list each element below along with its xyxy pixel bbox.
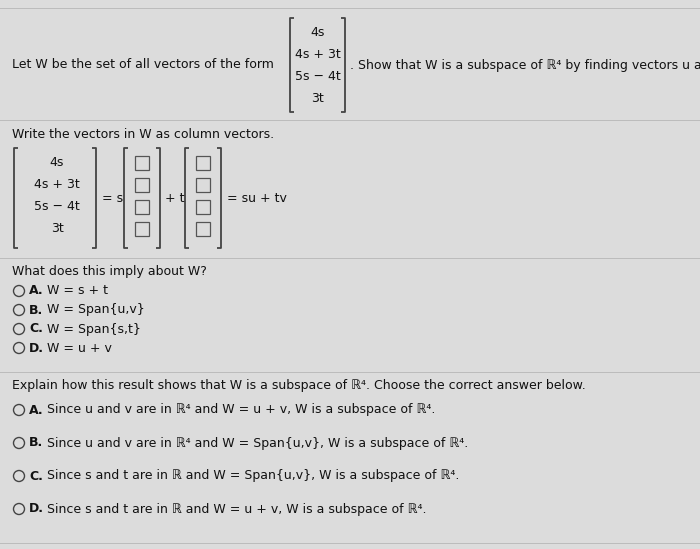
Text: 3t: 3t bbox=[50, 222, 64, 236]
Text: D.: D. bbox=[29, 341, 44, 355]
Text: Let W be the set of all vectors of the form: Let W be the set of all vectors of the f… bbox=[12, 59, 274, 71]
Text: . Show that W is a subspace of ℝ⁴ by finding vectors u and v such that W = Span{: . Show that W is a subspace of ℝ⁴ by fin… bbox=[350, 59, 700, 71]
Bar bbox=[196, 200, 210, 214]
Text: 4s: 4s bbox=[310, 25, 325, 38]
Text: + t: + t bbox=[165, 192, 185, 204]
Text: What does this imply about W?: What does this imply about W? bbox=[12, 266, 207, 278]
Bar bbox=[135, 156, 149, 170]
Text: C.: C. bbox=[29, 322, 43, 335]
Text: Since s and t are in ℝ and W = u + v, W is a subspace of ℝ⁴.: Since s and t are in ℝ and W = u + v, W … bbox=[47, 502, 426, 516]
Bar bbox=[135, 222, 149, 236]
Text: Write the vectors in W as column vectors.: Write the vectors in W as column vectors… bbox=[12, 127, 274, 141]
Text: Since u and v are in ℝ⁴ and W = u + v, W is a subspace of ℝ⁴.: Since u and v are in ℝ⁴ and W = u + v, W… bbox=[47, 404, 435, 417]
Text: W = Span{s,t}: W = Span{s,t} bbox=[47, 322, 141, 335]
Text: W = Span{u,v}: W = Span{u,v} bbox=[47, 304, 145, 317]
Text: W = u + v: W = u + v bbox=[47, 341, 112, 355]
Text: 4s + 3t: 4s + 3t bbox=[34, 178, 80, 192]
Text: B.: B. bbox=[29, 304, 43, 317]
Text: 4s + 3t: 4s + 3t bbox=[295, 48, 340, 60]
Text: = su + tv: = su + tv bbox=[227, 192, 287, 204]
Text: Since s and t are in ℝ and W = Span{u,v}, W is a subspace of ℝ⁴.: Since s and t are in ℝ and W = Span{u,v}… bbox=[47, 469, 459, 483]
Text: 4s: 4s bbox=[50, 156, 64, 170]
Text: Since u and v are in ℝ⁴ and W = Span{u,v}, W is a subspace of ℝ⁴.: Since u and v are in ℝ⁴ and W = Span{u,v… bbox=[47, 436, 468, 450]
Text: = s: = s bbox=[102, 192, 123, 204]
Text: D.: D. bbox=[29, 502, 44, 516]
Text: 5s − 4t: 5s − 4t bbox=[295, 70, 340, 82]
Bar bbox=[196, 156, 210, 170]
Text: A.: A. bbox=[29, 404, 43, 417]
Text: B.: B. bbox=[29, 436, 43, 450]
Text: Explain how this result shows that W is a subspace of ℝ⁴. Choose the correct ans: Explain how this result shows that W is … bbox=[12, 378, 586, 391]
Text: W = s + t: W = s + t bbox=[47, 284, 108, 298]
Bar bbox=[135, 200, 149, 214]
Text: 3t: 3t bbox=[311, 92, 324, 104]
Bar bbox=[196, 222, 210, 236]
Text: 5s − 4t: 5s − 4t bbox=[34, 200, 80, 214]
Text: C.: C. bbox=[29, 469, 43, 483]
Bar bbox=[135, 178, 149, 192]
Bar bbox=[196, 178, 210, 192]
Text: A.: A. bbox=[29, 284, 43, 298]
